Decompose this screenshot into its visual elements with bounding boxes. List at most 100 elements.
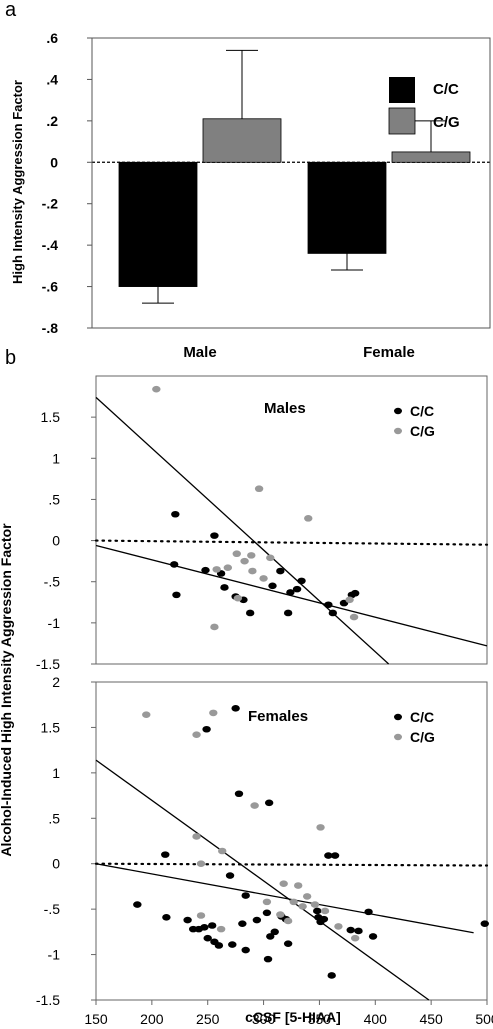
data-point-cc [368,933,378,940]
data-point-cg [216,925,226,933]
panel-a-label: a [5,0,17,21]
bar-chart-legend: C/C C/G [388,77,460,135]
data-point-cg [218,847,227,855]
data-point-cg [262,898,272,906]
data-point-cg [279,880,288,888]
data-point-cc [354,927,363,935]
data-point-cc [324,601,333,609]
y-tick-label: -.6 [42,279,59,295]
y-tick-label: 2 [52,674,60,690]
x-tick-label: 350 [308,1011,332,1027]
data-point-cg [266,554,275,562]
bar-chart-ylabel: High Intensity Aggression Factor [10,80,25,284]
legend-dot-cc [394,407,402,415]
data-point-cg [302,893,312,900]
regression-line [95,396,390,665]
y-tick-label: 1.5 [41,409,61,425]
legend-dot-cg [394,733,402,741]
data-point-cc [364,908,373,916]
data-point-cg [254,485,264,493]
data-point-cc [201,566,210,574]
data-point-cg [316,824,325,831]
x-tick-label: 300 [252,1011,276,1027]
data-point-cg [192,731,201,738]
data-point-cc [252,916,262,924]
data-point-cc [319,915,329,923]
y-tick-label: 1.5 [41,719,61,735]
legend-label-cc: C/C [433,81,459,98]
legend-label-cg: C/G [433,114,460,131]
data-point-cg [298,903,307,910]
data-point-cc [245,609,255,617]
data-point-cc [170,561,179,568]
data-point-cc [210,532,219,539]
data-point-cc [263,955,273,963]
y-tick-label: 0 [50,154,58,170]
scatter-title-males: Males [264,400,306,417]
data-point-cc [200,924,209,931]
data-point-cg [196,860,206,868]
y-tick-label: -1 [48,947,61,963]
data-point-cg [233,594,243,602]
data-point-cc [264,799,274,807]
data-point-cc [202,725,211,733]
data-point-cc [266,933,275,940]
data-point-cc [297,577,306,585]
x-tick-label: 250 [196,1011,220,1027]
data-point-cc [262,909,272,917]
data-point-cg [240,557,249,565]
zero-reference-line [94,862,489,867]
data-point-cg [152,385,161,393]
data-point-cc [241,946,250,954]
data-point-cc [283,609,293,617]
data-point-cc [238,920,247,927]
data-point-cc [283,940,293,947]
scatter-xlabel: cCSF [5-HIAA] [245,1009,341,1025]
bar [118,161,198,287]
data-point-cc [207,922,217,929]
data-point-cc [328,609,338,617]
data-point-cg [334,923,343,930]
y-tick-label: 1 [52,765,60,781]
data-point-cc [270,928,279,936]
y-tick-label: -.5 [44,901,61,917]
data-point-cc [268,582,277,590]
data-point-cg [212,566,221,573]
data-point-cc [172,591,181,599]
bar-chart-panel-a: High Intensity Aggression Factor .6 .4 .2 0… [10,30,491,361]
y-tick-label: 0 [52,533,60,549]
data-point-cg [232,550,241,558]
data-point-cc [225,872,235,879]
scatter-title-females: Females [248,708,308,725]
data-point-cg [310,901,320,908]
data-point-cg [192,833,201,840]
legend-label-cg: C/G [410,729,435,745]
data-point-cc [228,941,237,948]
x-tick-label: 400 [364,1011,388,1027]
data-point-cc [350,589,360,597]
legend-label-cg: C/G [410,423,435,439]
data-point-cc [276,567,285,575]
y-tick-label: -.4 [42,237,59,253]
data-point-cg [210,623,219,631]
data-point-cg [304,515,313,522]
y-tick-label: -1.5 [36,656,60,672]
y-tick-label: -1.5 [36,992,60,1008]
data-point-cg [349,613,359,621]
regression-line [95,863,474,934]
data-point-cc [214,942,224,949]
scatter-legend-females: C/C C/G [394,709,435,745]
y-tick-label: 0 [52,856,60,872]
y-tick-label: 1 [52,450,60,466]
data-point-cc [292,585,302,593]
data-point-cc [161,851,170,858]
y-tick-label: -1 [48,615,61,631]
data-point-cc [286,589,295,596]
x-tick-label: 150 [84,1011,108,1027]
x-tick-label: 450 [419,1011,443,1027]
legend-swatch-cc [389,77,415,103]
bar [307,161,387,254]
regression-line [95,759,430,1001]
data-point-cg [196,912,206,919]
